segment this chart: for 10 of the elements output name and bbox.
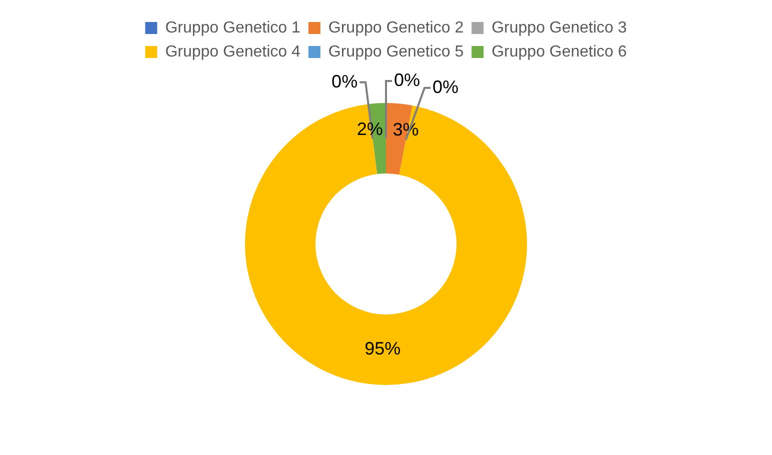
text: 0% [332, 71, 358, 92]
legend-label: Gruppo Genetico 6 [492, 43, 627, 60]
legend-label: Gruppo Genetico 1 [165, 19, 301, 36]
legend-label: Gruppo Genetico 4 [165, 43, 301, 60]
legend-label: Gruppo Genetico 2 [328, 19, 464, 36]
data-label: 95% [364, 338, 401, 359]
text: 0% [394, 70, 420, 90]
text: 0% [432, 76, 459, 97]
legend-label: Gruppo Genetico 5 [328, 43, 464, 60]
legend-label: Gruppo Genetico 3 [492, 19, 627, 36]
